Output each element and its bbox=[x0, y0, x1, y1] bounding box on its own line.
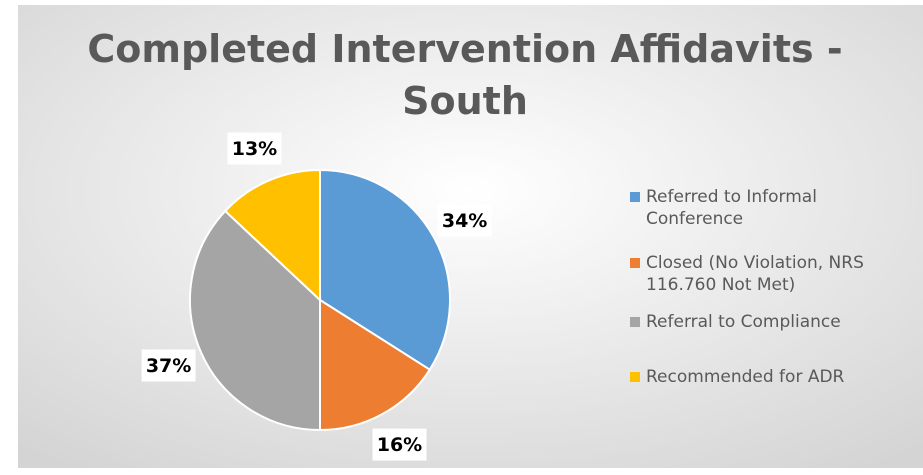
pie-slice bbox=[189, 209, 321, 432]
data-label-box bbox=[437, 204, 492, 237]
legend-swatch bbox=[630, 372, 640, 382]
data-label-box bbox=[227, 132, 282, 165]
legend-item: Recommended for ADR bbox=[630, 366, 878, 388]
data-label-box bbox=[372, 428, 427, 461]
legend-item: Closed (No Violation, NRS 116.760 Not Me… bbox=[630, 252, 878, 296]
pie: 34% 16% 37% 13% bbox=[141, 132, 492, 461]
legend-label: Referred to Informal Conference bbox=[646, 187, 817, 229]
legend-item: Referral to Compliance bbox=[630, 311, 878, 333]
data-label: 34% bbox=[442, 210, 487, 232]
legend-label: Recommended for ADR bbox=[646, 367, 845, 387]
pie-slice bbox=[223, 168, 321, 303]
data-label: 16% bbox=[377, 434, 422, 456]
chart-title: Completed Intervention Affidavits -South bbox=[87, 27, 842, 123]
data-label-box bbox=[141, 349, 196, 382]
legend-swatch bbox=[630, 317, 640, 327]
legend-item: Referred to Informal Conference bbox=[630, 186, 878, 230]
legend-label: Referral to Compliance bbox=[646, 312, 841, 332]
legend-label: Closed (No Violation, NRS 116.760 Not Me… bbox=[646, 253, 864, 295]
legend-swatch bbox=[630, 192, 640, 202]
data-label: 13% bbox=[232, 138, 277, 160]
pie-slice bbox=[319, 298, 432, 432]
data-label: 37% bbox=[146, 355, 191, 377]
legend-swatch bbox=[630, 258, 640, 268]
